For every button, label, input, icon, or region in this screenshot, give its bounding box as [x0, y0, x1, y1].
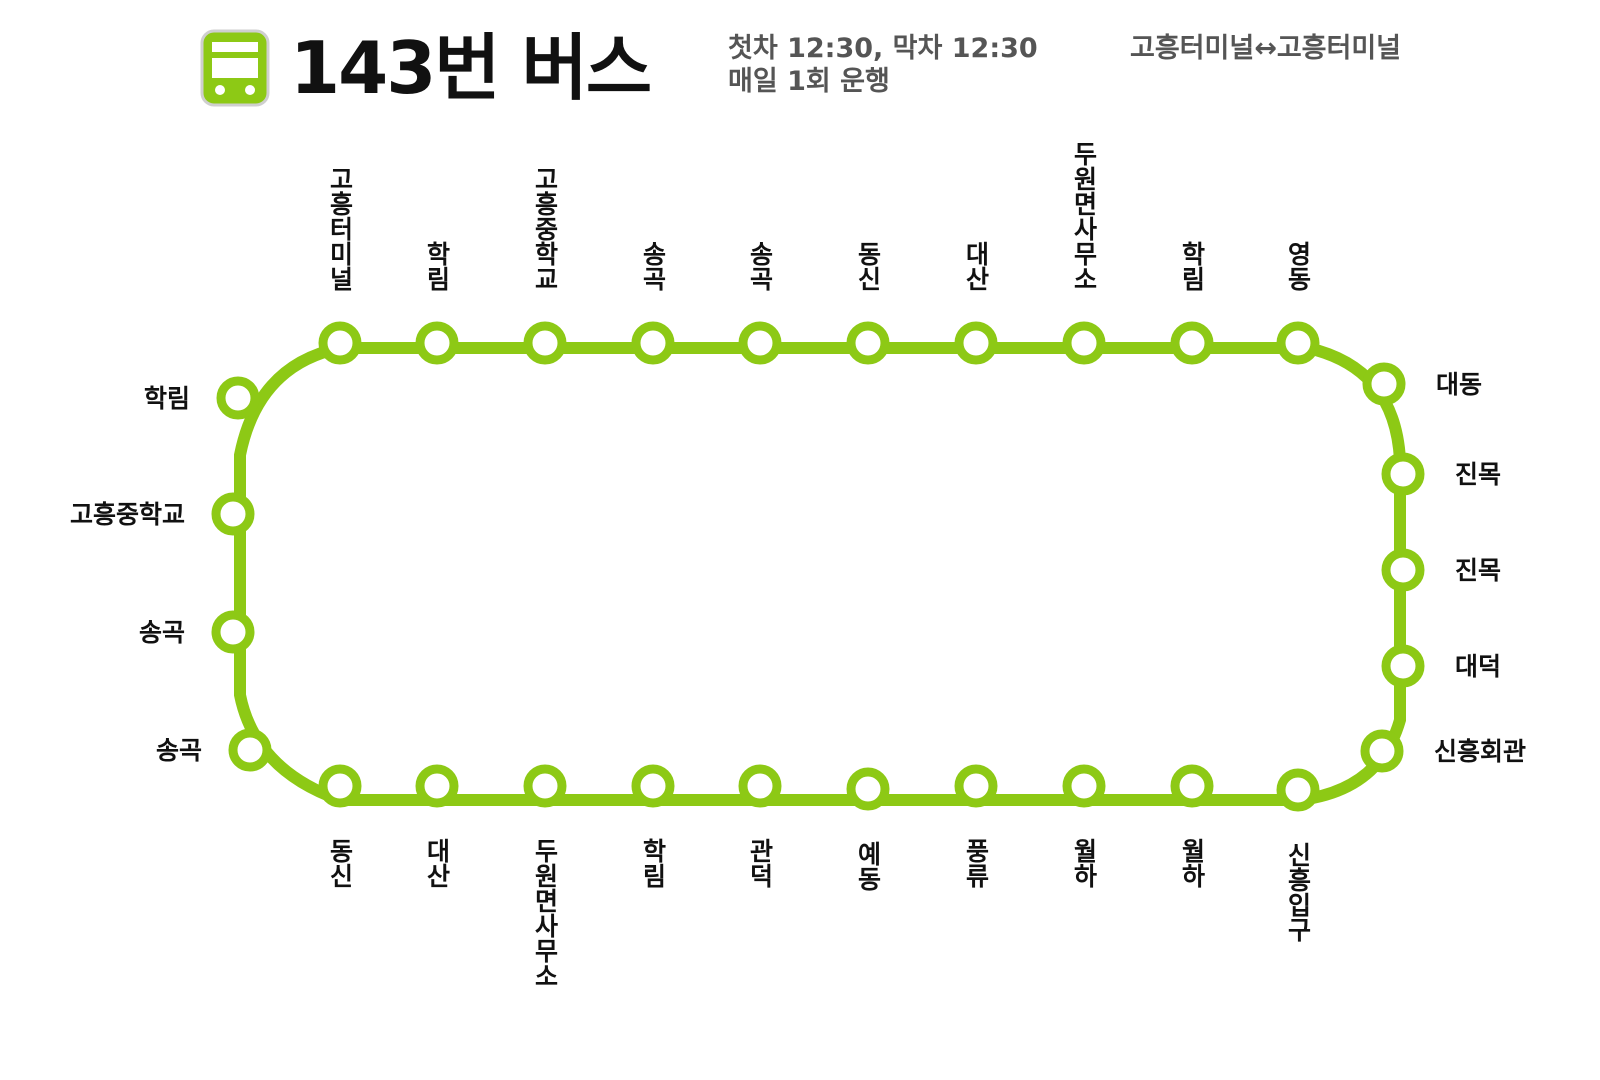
- station-marker[interactable]: [415, 764, 459, 808]
- station-marker[interactable]: [954, 764, 998, 808]
- station-right-1[interactable]: 대동: [1362, 362, 1482, 406]
- station-top-7[interactable]: 대산: [954, 241, 998, 365]
- station-label: 두원면사무소: [1070, 141, 1099, 291]
- station-label: 신흥회관: [1434, 737, 1526, 766]
- station-marker[interactable]: [1381, 644, 1425, 688]
- station-marker[interactable]: [211, 610, 255, 654]
- station-marker[interactable]: [228, 728, 272, 772]
- station-marker[interactable]: [318, 321, 362, 365]
- station-marker[interactable]: [1062, 764, 1106, 808]
- station-marker[interactable]: [954, 321, 998, 365]
- station-left-3[interactable]: 송곡: [139, 610, 255, 654]
- station-top-5[interactable]: 송곡: [738, 241, 782, 365]
- station-marker[interactable]: [1170, 321, 1214, 365]
- station-marker[interactable]: [738, 764, 782, 808]
- station-top-1[interactable]: 고흥터미널: [318, 166, 362, 365]
- station-label: 송곡: [639, 241, 668, 291]
- station-label: 학림: [639, 838, 668, 888]
- station-label: 월하: [1070, 838, 1099, 888]
- station-bottom-6[interactable]: 예동: [846, 767, 890, 892]
- station-label: 송곡: [746, 241, 775, 291]
- station-marker[interactable]: [1276, 321, 1320, 365]
- station-label: 풍류: [962, 838, 991, 888]
- bus-icon: [200, 28, 270, 108]
- station-bottom-3[interactable]: 두원면사무소: [523, 764, 567, 988]
- station-top-2[interactable]: 학림: [415, 241, 459, 365]
- station-top-4[interactable]: 송곡: [631, 241, 675, 365]
- station-label: 대산: [423, 838, 452, 888]
- stations-layer: 고흥터미널 학림 고흥중학교 송곡 송곡 동신 대산 두원면사무소 학림 영동대동진목진목대덕신흥…: [70, 141, 1526, 988]
- station-marker[interactable]: [211, 492, 255, 536]
- station-bottom-8[interactable]: 월하: [1062, 764, 1106, 888]
- station-label: 월하: [1178, 838, 1207, 888]
- station-label: 관덕: [746, 838, 775, 888]
- station-label: 송곡: [156, 736, 202, 765]
- station-marker[interactable]: [216, 376, 260, 420]
- station-marker[interactable]: [415, 321, 459, 365]
- page-title: 143번 버스: [290, 26, 652, 110]
- schedule-first-last: 첫차 12:30, 막차 12:30: [728, 33, 1038, 64]
- station-marker[interactable]: [1062, 321, 1106, 365]
- station-left-1[interactable]: 학림: [144, 376, 260, 420]
- station-top-10[interactable]: 영동: [1276, 241, 1320, 365]
- station-label: 대동: [1436, 370, 1482, 399]
- station-marker[interactable]: [1381, 548, 1425, 592]
- station-right-2[interactable]: 진목: [1381, 452, 1501, 496]
- station-marker[interactable]: [738, 321, 782, 365]
- station-bottom-7[interactable]: 풍류: [954, 764, 998, 888]
- station-bottom-9[interactable]: 월하: [1170, 764, 1214, 888]
- station-label: 진목: [1455, 556, 1501, 585]
- station-marker[interactable]: [1276, 768, 1320, 812]
- station-marker[interactable]: [523, 764, 567, 808]
- station-bottom-4[interactable]: 학림: [631, 764, 675, 888]
- station-marker[interactable]: [1381, 452, 1425, 496]
- station-label: 송곡: [139, 618, 185, 647]
- station-left-2[interactable]: 고흥중학교: [70, 492, 255, 536]
- station-bottom-5[interactable]: 관덕: [738, 764, 782, 888]
- station-marker[interactable]: [846, 767, 890, 811]
- station-label: 두원면사무소: [531, 838, 560, 988]
- station-label: 학림: [1178, 241, 1207, 291]
- route-line: [234, 342, 1406, 806]
- station-left-4[interactable]: 송곡: [156, 728, 272, 772]
- station-label: 학림: [423, 241, 452, 291]
- station-label: 고흥중학교: [70, 500, 185, 529]
- station-label: 신흥입구: [1284, 842, 1313, 942]
- station-bottom-10[interactable]: 신흥입구: [1276, 768, 1320, 942]
- station-label: 대산: [962, 241, 991, 291]
- station-top-6[interactable]: 동신: [846, 241, 890, 365]
- station-top-3[interactable]: 고흥중학교: [523, 166, 567, 365]
- schedule-info: 첫차 12:30, 막차 12:30 매일 1회 운행: [728, 32, 1038, 98]
- station-marker[interactable]: [523, 321, 567, 365]
- station-label: 동신: [854, 241, 883, 291]
- station-top-8[interactable]: 두원면사무소: [1062, 141, 1106, 365]
- station-marker[interactable]: [846, 321, 890, 365]
- station-label: 영동: [1284, 241, 1313, 292]
- station-marker[interactable]: [1362, 362, 1406, 406]
- station-label: 학림: [144, 384, 190, 413]
- station-marker[interactable]: [318, 764, 362, 808]
- station-marker[interactable]: [631, 321, 675, 365]
- station-label: 고흥중학교: [531, 166, 560, 291]
- station-bottom-1[interactable]: 동신: [318, 764, 362, 888]
- station-right-3[interactable]: 진목: [1381, 548, 1501, 592]
- station-label: 예동: [854, 841, 883, 892]
- station-right-5[interactable]: 신흥회관: [1360, 729, 1526, 773]
- station-marker[interactable]: [1360, 729, 1404, 773]
- route-terminus: 고흥터미널↔고흥터미널: [1130, 33, 1402, 64]
- station-label: 대덕: [1455, 652, 1501, 681]
- station-label: 동신: [326, 838, 355, 888]
- header: 143번 버스 첫차 12:30, 막차 12:30 매일 1회 운행 고흥터미…: [0, 0, 1600, 120]
- station-top-9[interactable]: 학림: [1170, 241, 1214, 365]
- station-marker[interactable]: [1170, 764, 1214, 808]
- station-label: 고흥터미널: [326, 166, 355, 291]
- station-bottom-2[interactable]: 대산: [415, 764, 459, 888]
- schedule-frequency: 매일 1회 운행: [728, 66, 890, 97]
- station-right-4[interactable]: 대덕: [1381, 644, 1501, 688]
- station-marker[interactable]: [631, 764, 675, 808]
- station-label: 진목: [1455, 460, 1501, 489]
